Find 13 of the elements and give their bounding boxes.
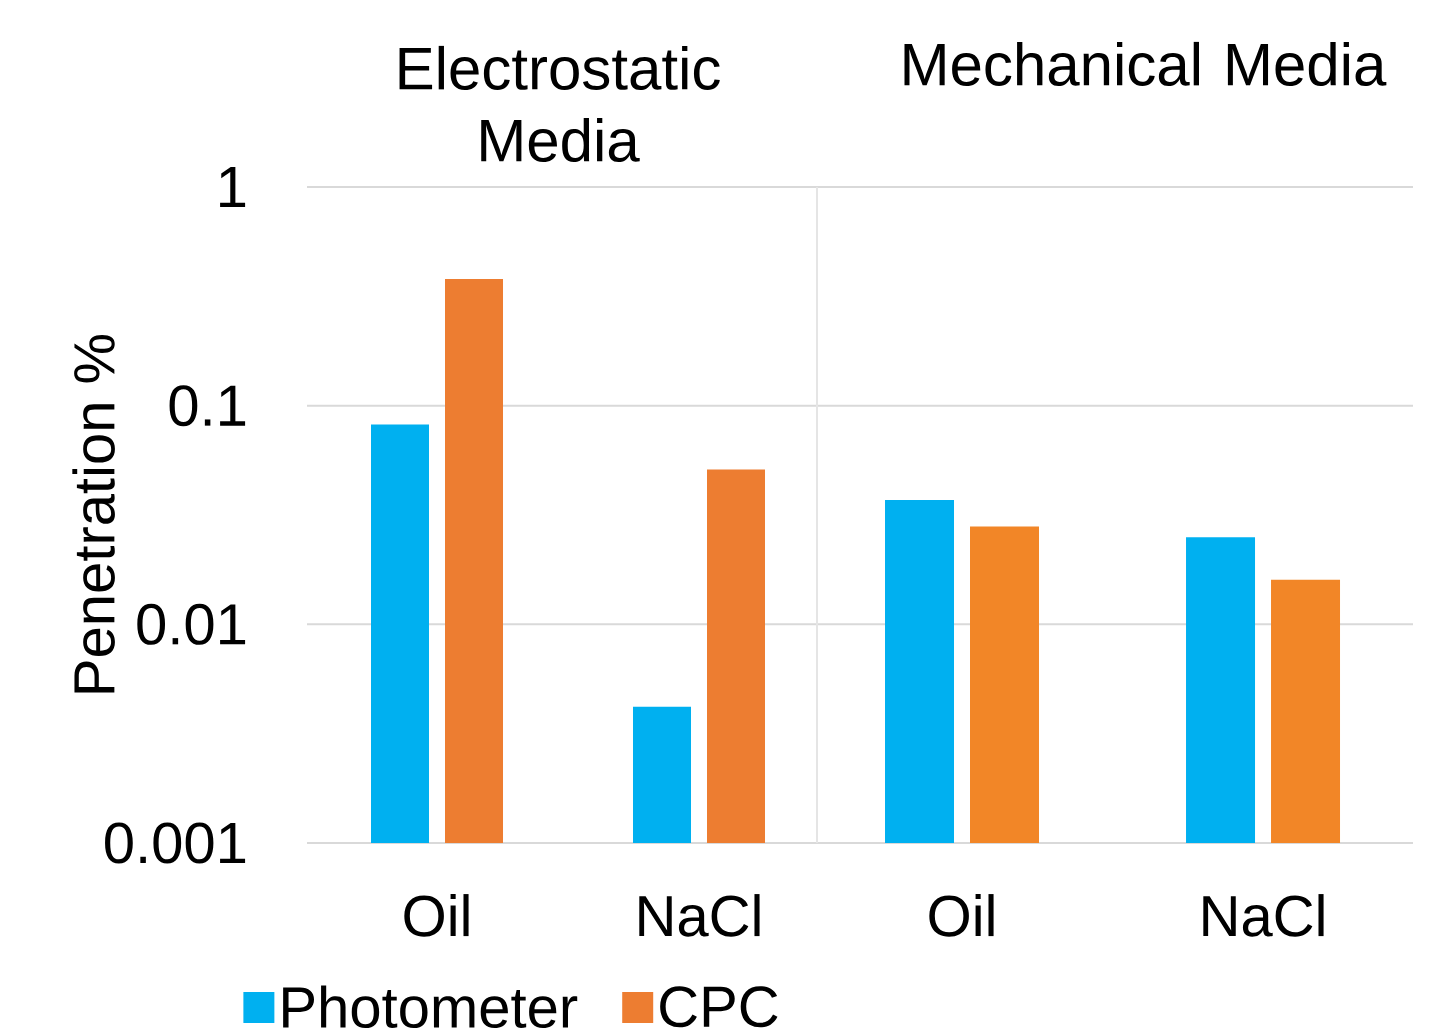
legend-label: CPC xyxy=(660,986,778,1028)
x-tick-label: Oil xyxy=(929,894,994,937)
y-tick-label: 0.01 xyxy=(137,603,246,645)
legend-label: Photometer xyxy=(283,985,578,1029)
x-tick-label: Oil xyxy=(404,894,469,937)
y-axis-title: Penetration % xyxy=(72,335,115,693)
x-tick-label: NaCl xyxy=(639,894,760,937)
y-tick-label: 0.1 xyxy=(169,385,246,427)
x-tick-label: NaCl xyxy=(1203,894,1324,937)
chart-title: Mechanical Media xyxy=(904,41,1387,86)
y-tick-label: 0.001 xyxy=(105,822,246,864)
y-tick-label: 1 xyxy=(220,167,246,207)
chart-title: Electrostatic Media xyxy=(399,45,720,162)
